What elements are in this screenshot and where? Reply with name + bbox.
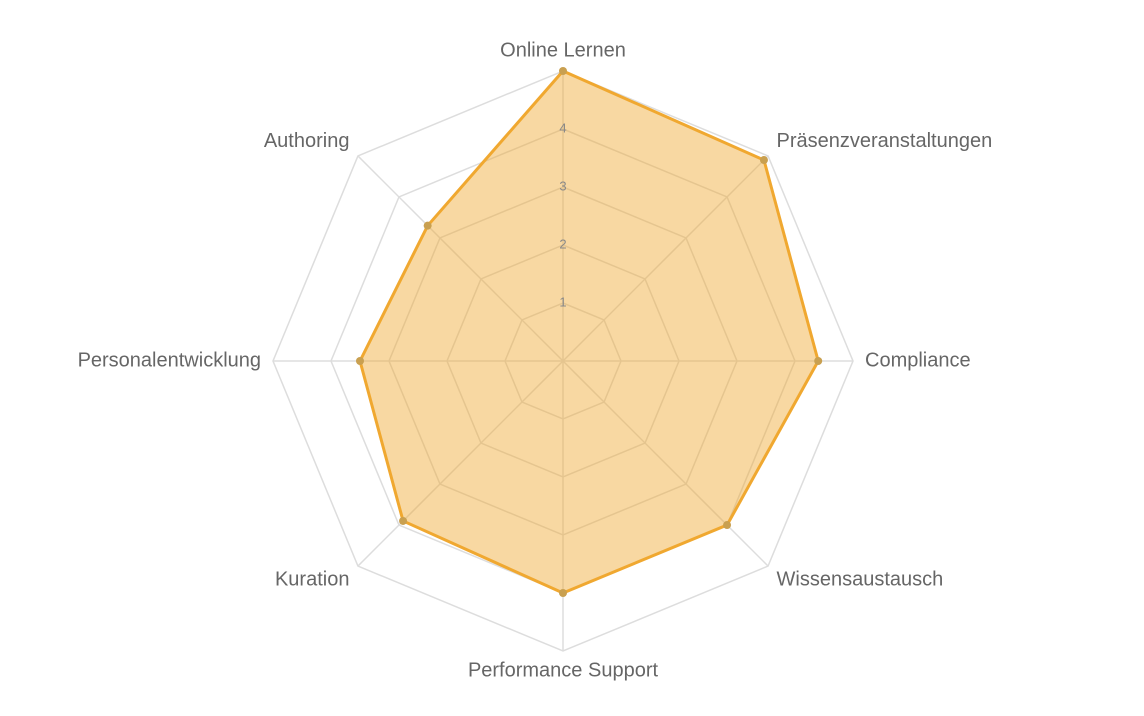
- axis-label: Wissensaustausch: [777, 568, 944, 590]
- radar-point: [759, 156, 768, 165]
- radar-point: [559, 589, 567, 597]
- radar-point: [814, 357, 823, 365]
- axis-label: Präsenzveranstaltungen: [777, 130, 993, 152]
- radar-point: [559, 67, 567, 75]
- spoke: [357, 360, 564, 567]
- axis-label: Authoring: [264, 130, 350, 152]
- tick-label: 3: [559, 178, 566, 193]
- tick-label: 4: [559, 120, 566, 135]
- radar-point: [356, 357, 364, 365]
- axis-label: Performance Support: [468, 659, 659, 681]
- tick-label: 2: [559, 236, 566, 251]
- radar-point: [423, 221, 432, 230]
- tick-label: 1: [559, 294, 566, 309]
- axis-label: Kuration: [275, 568, 350, 590]
- spoke: [562, 360, 769, 567]
- axis-label: Compliance: [865, 349, 971, 371]
- spoke: [562, 155, 769, 362]
- axis-label: Personalentwicklung: [78, 349, 261, 371]
- radar-point: [723, 521, 732, 530]
- radar-point: [399, 516, 408, 525]
- spoke: [357, 155, 564, 362]
- radar-area: [358, 69, 820, 595]
- axis-label: Online Lernen: [500, 39, 626, 61]
